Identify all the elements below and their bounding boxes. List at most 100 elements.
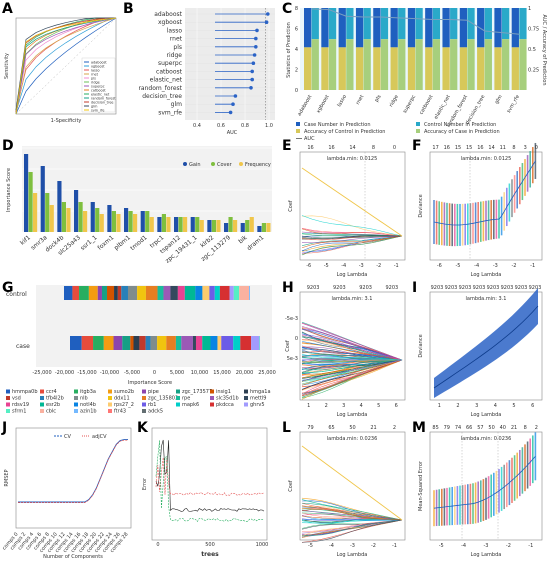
panel-d-label-bik: bik bbox=[237, 234, 249, 245]
coef-path bbox=[301, 336, 403, 361]
panel-d-bar-Frequency-trpc1 bbox=[166, 217, 171, 232]
panel-d-bar-Gain-ssr1_1 bbox=[90, 202, 95, 232]
panel-c-acccase-bar-glm bbox=[502, 39, 510, 90]
panel-b-dots bbox=[215, 12, 270, 115]
panel-d-bar-Cover-klrb2 bbox=[211, 220, 216, 232]
panel-g-x-ticks: -25,000 -20,000 -15,000 -10,000 -5,000 0 5,000… bbox=[32, 370, 275, 376]
panel-c-legend-key bbox=[296, 129, 300, 133]
panel-d-bar-Frequency-plbm1 bbox=[133, 214, 138, 232]
panel-c-ctrl-bar-rnet bbox=[363, 8, 371, 40]
panel-k-x-tick-500: 500 bbox=[205, 542, 215, 548]
panel-g-legend-pipe: pipe bbox=[148, 389, 159, 395]
panel-m-top-tick-2: 74 bbox=[455, 425, 461, 431]
panel-g-legend-key-sfrm1 bbox=[6, 409, 10, 413]
panel-d-label-plbm1: plbm1 bbox=[113, 234, 132, 252]
panel-a-xlabel: 1-Specificity bbox=[51, 118, 82, 124]
coef-path bbox=[301, 509, 403, 521]
roc-curve-glm bbox=[15, 17, 116, 111]
panel-f-top-tick-4: 16 bbox=[477, 145, 483, 151]
panel-g-legend-key-zgc_135803 bbox=[142, 396, 146, 400]
panel-h-coef: 9203 9203 9203 9203 1 2 3 4 5 6 -5e-3 0 5e-3 lambd… bbox=[285, 285, 406, 418]
panel-j-legend-cv: CV bbox=[64, 434, 71, 440]
panel-l-x-tick--4: -4 bbox=[329, 543, 334, 549]
panel-d-bar-Gain-tspan12 bbox=[174, 217, 179, 232]
panel-l-top-tick-0: 79 bbox=[307, 425, 313, 431]
panel-c-legend-key bbox=[296, 122, 300, 126]
panel-d-bar-Gain-smr3a bbox=[40, 166, 45, 232]
panel-g-segment bbox=[93, 336, 104, 350]
panel-g-legend-key-rdsv19 bbox=[6, 402, 10, 407]
panel-b-dot-xgboost bbox=[264, 20, 269, 25]
panel-g-legend-hmga1a: hmga1a bbox=[250, 389, 271, 395]
panel-g-legend-rps27_2: rps27_2 bbox=[114, 402, 134, 408]
panel-f-top-tick-5: 14 bbox=[488, 145, 494, 151]
panel-d-bar-Gain-kif1 bbox=[24, 154, 29, 232]
panel-h-y-tick-2: 5e-3 bbox=[287, 356, 298, 362]
panel-g-legend-key-ddx11 bbox=[108, 396, 112, 400]
panel-c-case-bar-superpc bbox=[407, 8, 416, 48]
panel-m-x-tick--1: -1 bbox=[528, 543, 533, 549]
coef-path bbox=[301, 359, 403, 363]
panel-c-acccase-bar-elastic_net bbox=[450, 39, 458, 90]
panel-g-segment bbox=[233, 286, 240, 300]
panel-g-legend-mettl9: mettl9 bbox=[250, 396, 266, 402]
panel-k-error-trace bbox=[155, 440, 265, 523]
roc-legend-elastic_net: elastic_net bbox=[91, 93, 110, 97]
panel-l-top-tick-1: 65 bbox=[328, 425, 334, 431]
panel-d-bar-Frequency-zgc_113279 bbox=[233, 220, 238, 232]
panel-g-segment bbox=[219, 286, 230, 300]
panel-g-legend-key-mapk6 bbox=[176, 402, 180, 407]
panel-f-x-tick--3: -3 bbox=[493, 263, 498, 269]
panel-letter-l: L bbox=[282, 420, 291, 436]
panel-j-xlabel: Number of Components bbox=[43, 554, 103, 560]
panel-d-category-labels: kif1smr3adock4bslc25a43ssr1_1foxm1plbm1t… bbox=[19, 234, 265, 265]
panel-d-bar-Gain-zgc_113279 bbox=[224, 223, 229, 232]
panel-i-top-tick-1: 9203 bbox=[445, 285, 458, 291]
panel-h-y-tick-1: 0 bbox=[295, 336, 298, 342]
panel-c-case-bar-adaboost bbox=[304, 8, 312, 48]
panel-h-paths bbox=[301, 321, 403, 400]
panel-e-top-tick-4: 0 bbox=[393, 145, 396, 151]
panel-b-label-superpc: superpc bbox=[158, 60, 182, 67]
panel-g-segment bbox=[177, 286, 185, 300]
panel-a-frame bbox=[15, 17, 117, 115]
panel-b-label-rnet: rnet bbox=[170, 36, 183, 43]
panel-i-x-tick-4: 4 bbox=[494, 403, 497, 409]
panel-g-segment bbox=[217, 336, 222, 350]
roc-curve-random_forest bbox=[15, 17, 117, 115]
panel-l-subtitle: lambda.min: 0.0236 bbox=[327, 436, 378, 442]
panel-c-legend: Case Number in Prediction Control Number … bbox=[296, 122, 500, 142]
panel-c-ctrl-bar-xgboost bbox=[328, 8, 337, 40]
panel-f-top-tick-0: 17 bbox=[432, 145, 438, 151]
panel-c-ctrl-bar-glm bbox=[502, 8, 510, 40]
panel-g-segment bbox=[72, 286, 80, 300]
panel-l-paths bbox=[301, 445, 403, 543]
panel-l-xlabel: Log Lambda bbox=[337, 552, 368, 558]
panel-d-bar-Cover-bik bbox=[245, 220, 250, 232]
panel-g-legend-key-hmmpa0b bbox=[6, 389, 10, 394]
panel-b-tick-0.6: 0.6 bbox=[217, 123, 225, 129]
panel-g-legend-key-pipe bbox=[142, 389, 146, 394]
panel-g-legend-mapk6: mapk6 bbox=[182, 402, 199, 408]
panel-g-legend-key-rps27_2 bbox=[108, 402, 112, 407]
panel-c-ctrl-bar-lasso bbox=[346, 8, 354, 40]
panel-c-accctrl-bar-pls bbox=[373, 47, 381, 90]
panel-c-accctrl-bar-lasso bbox=[338, 47, 346, 90]
panel-b-dot-elastic_net bbox=[250, 77, 254, 82]
panel-a-curves bbox=[15, 17, 117, 115]
panel-m-x-tick--3: -3 bbox=[484, 543, 489, 549]
panel-d-legend-Gain: Gain bbox=[189, 162, 201, 168]
panel-g-segment bbox=[175, 336, 182, 350]
panel-c-case-bar-catboost bbox=[425, 8, 433, 48]
panel-g-segment bbox=[195, 286, 203, 300]
panel-f-top-ticks: 17 16 15 15 16 14 11 8 3 0 bbox=[432, 145, 538, 151]
panel-g-segment bbox=[192, 336, 196, 350]
roc-legend-lasso: lasso bbox=[91, 69, 100, 73]
panel-m-x-tick--2: -2 bbox=[506, 543, 511, 549]
panel-c-case-bar-decision_tree bbox=[477, 8, 485, 48]
panel-k-ylabel: Error bbox=[142, 477, 148, 490]
panel-i-x-ticks: 1 2 3 4 5 6 bbox=[438, 403, 535, 409]
coef-path bbox=[301, 502, 403, 521]
panel-m-x-tick--4: -4 bbox=[461, 543, 466, 549]
panel-g-segment bbox=[64, 286, 73, 300]
